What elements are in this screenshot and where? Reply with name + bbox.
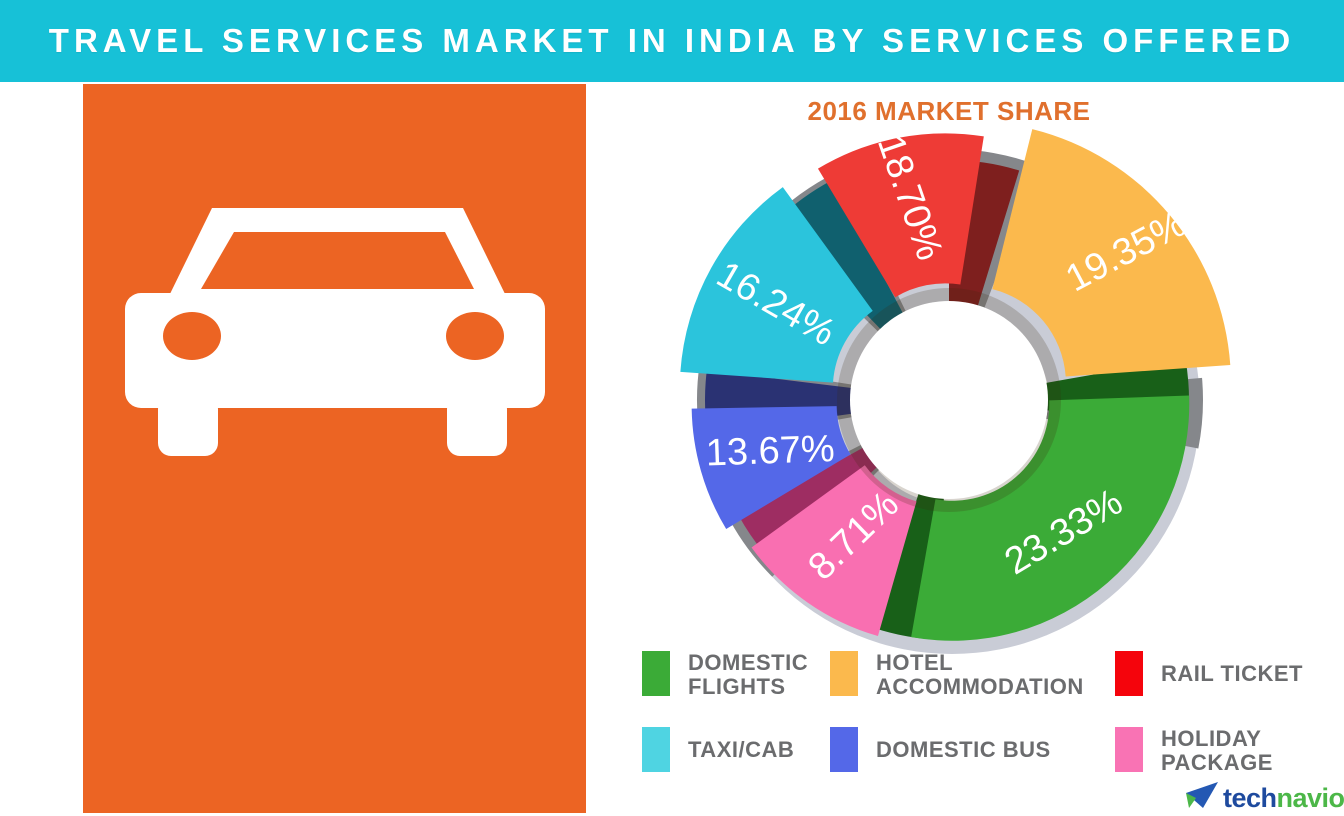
legend-label: TAXI/CAB xyxy=(688,736,795,762)
legend-item-taxi-cab: TAXI/CAB xyxy=(642,727,794,772)
pie-slice-domestic-bus xyxy=(691,406,851,530)
technavio-arrow-icon xyxy=(1186,782,1218,808)
pie-slice-hotel-accommodation xyxy=(992,129,1231,377)
legend-swatch xyxy=(642,651,670,696)
legend-swatch xyxy=(1115,727,1143,772)
legend-label: DOMESTIC BUS xyxy=(876,736,1051,762)
legend-label: RAIL TICKET xyxy=(1161,660,1303,686)
pie-chart-svg: 19.35%23.33%8.71%13.67%16.24%18.70% xyxy=(680,129,1231,654)
pie-slice-taxi-cab xyxy=(680,187,873,383)
car-icon xyxy=(125,208,545,456)
brand-logo: tech navio xyxy=(1183,781,1344,815)
legend-swatch xyxy=(830,727,858,772)
page-title: TRAVEL SERVICES MARKET IN INDIA BY SERVI… xyxy=(48,22,1296,59)
pie-slice-domestic-flights xyxy=(911,395,1190,641)
donut-hole xyxy=(850,301,1048,499)
legend-swatch xyxy=(642,727,670,772)
legend-swatch xyxy=(830,651,858,696)
chart-title: 2016 MARKET SHARE xyxy=(807,96,1091,126)
brand-text-tech: tech xyxy=(1223,782,1277,813)
legend-label: HOTEL ACCOMMODATION xyxy=(876,650,1084,699)
legend-label: DOMESTIC FLIGHTS xyxy=(688,650,809,699)
legend-label: HOLIDAY PACKAGE xyxy=(1161,726,1273,775)
header-banner: TRAVEL SERVICES MARKET IN INDIA BY SERVI… xyxy=(0,0,1344,82)
legend-item-domestic-bus: DOMESTIC BUS xyxy=(830,727,1051,772)
brand-text-navio: navio xyxy=(1276,782,1344,813)
pie-slice-holiday-package xyxy=(751,465,917,637)
legend-item-hotel-accommodation: HOTEL ACCOMMODATION xyxy=(830,651,1084,699)
legend-swatch xyxy=(1115,651,1143,696)
legend-item-rail-ticket: RAIL TICKET xyxy=(1115,651,1303,696)
left-panel xyxy=(83,84,586,813)
legend-item-domestic-flights: DOMESTIC FLIGHTS xyxy=(642,651,808,699)
slice-label-domestic-bus: 13.67% xyxy=(705,428,835,474)
pie-slice-rail-ticket xyxy=(817,133,984,298)
legend-item-holiday-package: HOLIDAY PACKAGE xyxy=(1115,727,1273,775)
slice-side-shadow xyxy=(776,180,906,334)
hole-inner-shadow xyxy=(837,288,1061,512)
